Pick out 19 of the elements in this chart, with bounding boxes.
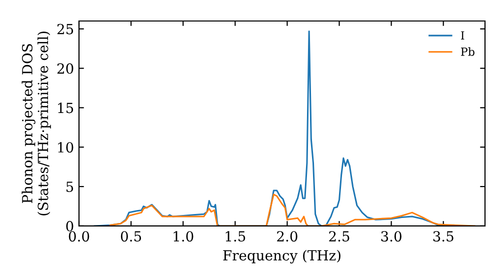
line-series: [109, 194, 476, 226]
y-tick-label: 5: [66, 182, 74, 192]
x-tick-label: 3.0: [381, 231, 402, 242]
legend-label: Pb: [461, 47, 474, 56]
x-tick-label: 2.5: [329, 231, 350, 242]
x-tick-label: 2.0: [277, 231, 298, 242]
x-tick-label: 1.0: [174, 231, 194, 242]
x-tick-label: 3.5: [433, 231, 454, 242]
y-tick-label: 20: [57, 63, 74, 74]
y-tick-label: 10: [58, 142, 74, 153]
x-axis-title: Frequency (THz): [223, 250, 340, 264]
y-tick-label: 0: [66, 220, 74, 232]
y-axis-title: Phonon projected DOS (States/THz·primitive cell): [22, 32, 51, 216]
y-tick-label: 25: [57, 24, 74, 34]
x-tick-label: 0.5: [120, 231, 142, 242]
legend-label: I: [461, 31, 464, 40]
x-tick-label: 1.5: [226, 231, 246, 242]
y-tick-label: 15: [58, 102, 74, 114]
x-tick-label: 0.0: [68, 231, 90, 242]
